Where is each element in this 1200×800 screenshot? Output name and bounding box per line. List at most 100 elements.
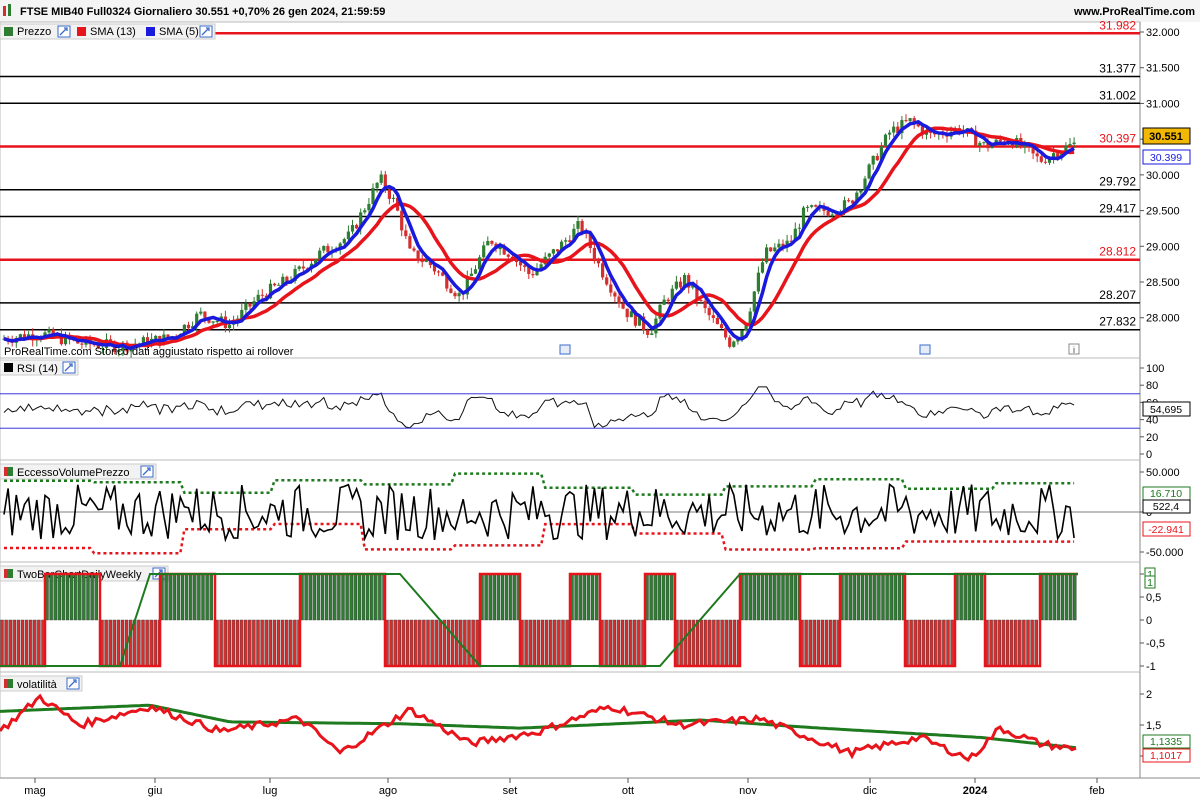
wrench-icon[interactable] xyxy=(57,25,71,38)
twobar-bar xyxy=(793,573,797,621)
twobar-bar xyxy=(612,619,616,667)
candle-body xyxy=(273,283,277,286)
twobar-bar xyxy=(989,619,993,667)
volume-lower-value: -22.941 xyxy=(1148,524,1184,536)
twobar-bar xyxy=(252,619,256,667)
price-legend: Prezzo SMA (13) SMA (5) xyxy=(0,23,216,40)
twobar-tick-label: 0 xyxy=(1146,615,1152,627)
twobar-bar xyxy=(438,619,442,667)
candle-body xyxy=(1047,157,1052,163)
flag-icon[interactable] xyxy=(919,344,931,355)
twobar-bar xyxy=(197,573,201,621)
candle-body xyxy=(182,324,186,335)
candle-body xyxy=(670,288,674,302)
twobar-bar xyxy=(808,619,812,667)
candle-body xyxy=(711,315,715,319)
twobar-bar xyxy=(565,619,569,667)
twobar-bar xyxy=(137,619,141,667)
twobar-bar xyxy=(426,619,430,667)
wrench-icon[interactable] xyxy=(199,25,213,38)
twobar-bar xyxy=(586,573,591,621)
candle-body xyxy=(707,308,711,316)
twobar-bar xyxy=(848,573,852,621)
twobar-bar xyxy=(885,573,889,621)
twobar-bar xyxy=(1064,573,1069,621)
flag-icon[interactable] xyxy=(559,344,571,355)
twobar-bar xyxy=(938,619,942,667)
candle-body xyxy=(240,309,244,319)
candle-body xyxy=(633,311,637,326)
level-label: 28.812 xyxy=(1099,245,1136,259)
candle-body xyxy=(740,330,744,338)
candle-body xyxy=(715,318,719,325)
candle-body xyxy=(699,299,703,301)
twobar-bar xyxy=(153,619,158,667)
time-tick-label: mag xyxy=(24,785,45,797)
candle-body xyxy=(424,260,428,262)
candle-body xyxy=(473,269,478,274)
twobar-bar xyxy=(409,619,414,667)
candle-body xyxy=(285,276,289,282)
candle-body xyxy=(260,294,264,296)
twobar-bar xyxy=(959,573,963,621)
sma13-swatch xyxy=(77,27,86,36)
candle-body xyxy=(154,335,158,339)
candle-body xyxy=(863,178,867,191)
candle-body xyxy=(617,296,621,304)
candle-body xyxy=(514,260,519,262)
candle-body xyxy=(875,155,879,161)
candle-body xyxy=(588,232,592,249)
candle-body xyxy=(318,250,322,260)
volume-legend: EccessoVolumePrezzo xyxy=(0,463,157,480)
twobar-bar xyxy=(509,573,513,621)
watermark-text: ProRealTime.com Storico dati aggiustato … xyxy=(4,346,294,358)
twobar-bar xyxy=(997,619,1001,667)
twobar-bar xyxy=(205,573,209,621)
candle-body xyxy=(974,130,978,146)
candle-body xyxy=(186,324,191,329)
twobar-bar xyxy=(881,573,885,621)
twobar-bar xyxy=(532,619,536,667)
twobar-bar xyxy=(1048,573,1052,621)
twobar-bar xyxy=(90,573,94,621)
candle-body xyxy=(469,273,473,277)
rsi-value: 54,695 xyxy=(1150,404,1182,416)
wrench-icon[interactable] xyxy=(66,677,80,690)
twobar-bar xyxy=(488,573,492,621)
candle-body xyxy=(732,341,736,347)
price-tick-label: 32.000 xyxy=(1146,27,1180,39)
twobar-bar xyxy=(781,573,785,621)
twobar-tick-label: -0,5 xyxy=(1146,638,1165,650)
twobar-bar xyxy=(0,619,4,667)
wrench-icon[interactable] xyxy=(62,361,76,374)
level-label: 27.832 xyxy=(1099,315,1136,329)
candle-body xyxy=(379,174,383,183)
twobar-bar xyxy=(219,619,223,667)
twobar-bar xyxy=(744,573,748,621)
volatility-green-line xyxy=(0,703,1077,750)
candle-body xyxy=(724,328,728,338)
rsi-tick-label: 40 xyxy=(1146,415,1158,427)
candle-body xyxy=(18,334,22,338)
twobar-bar xyxy=(201,573,205,621)
svg-text:i: i xyxy=(1073,345,1075,355)
candle-body xyxy=(1031,147,1035,154)
level-label: 30.397 xyxy=(1099,132,1136,146)
time-axis: mag giu lug ago set ott nov dic 2024 feb xyxy=(24,778,1105,797)
twobar-bar xyxy=(833,619,837,667)
candle-body xyxy=(678,281,683,288)
twobar-bar xyxy=(934,619,938,667)
twobar-bar xyxy=(1030,619,1034,667)
support-resistance-levels xyxy=(0,32,1140,331)
twobar-bar xyxy=(720,619,724,667)
volume-tick-label: 50.000 xyxy=(1146,467,1180,479)
twobar-tick-label: -1 xyxy=(1146,661,1156,673)
info-icon[interactable]: i xyxy=(1068,343,1080,355)
candle-body xyxy=(203,311,207,318)
level-labels: 31.982 31.377 31.002 30.397 29.792 29.417 28.8… xyxy=(1099,18,1136,328)
twobar-bar xyxy=(289,619,293,667)
volume-upper-band xyxy=(4,472,1075,496)
twobar-bar xyxy=(877,573,881,621)
site-link[interactable]: www.ProRealTime.com xyxy=(1073,6,1195,18)
wrench-icon[interactable] xyxy=(140,465,154,478)
